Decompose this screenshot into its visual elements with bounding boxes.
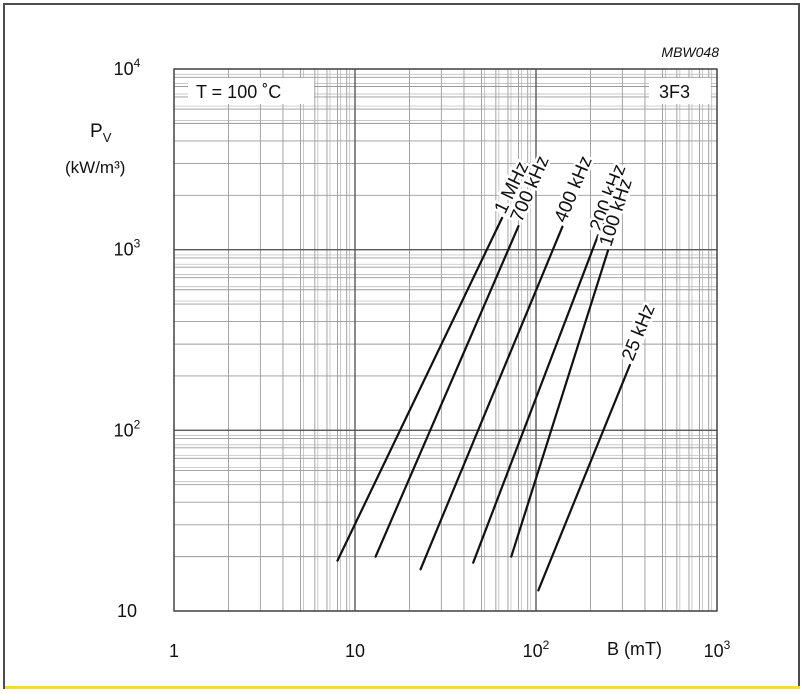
minor-grid — [174, 69, 717, 611]
x-tick-label: 102 — [523, 638, 550, 661]
y-tick-label: 10 — [117, 601, 137, 621]
y-tick-label: 102 — [114, 417, 141, 440]
figure-code: MBW048 — [661, 44, 719, 60]
series-line — [336, 216, 504, 562]
x-tick-label: 1 — [169, 641, 179, 661]
y-axis-units: (kW/m³) — [65, 158, 125, 177]
series-line — [472, 234, 600, 564]
series-label: 25 kHz — [618, 301, 660, 364]
chart-frame: 1 MHz 700 kHz 400 kHz 200 kHz 100 kHz 25 kHz … — [3, 3, 800, 689]
bottom-accent-strip — [5, 686, 800, 689]
plot-border — [173, 68, 718, 612]
condition-box — [188, 78, 314, 104]
condition-label: T = 100 ˚C — [196, 82, 281, 102]
material-label: 3F3 — [659, 82, 690, 102]
material-box — [649, 78, 711, 104]
x-axis-label: B (mT) — [607, 639, 662, 659]
y-tick-label: 103 — [114, 237, 141, 260]
series-line — [510, 249, 610, 558]
x-tick-label: 103 — [704, 638, 731, 661]
y-tick-label: 104 — [114, 56, 141, 79]
series-lines — [336, 216, 631, 592]
tick-labels: 1 10 102 103 10 102 103 104 — [114, 56, 731, 661]
major-grid — [173, 68, 718, 612]
x-axis-label-bg — [602, 635, 692, 659]
y-axis-label: PV — [90, 121, 112, 145]
series-line — [374, 225, 520, 558]
x-tick-label: 10 — [345, 641, 365, 661]
series-line — [537, 363, 631, 592]
series-line — [419, 225, 564, 571]
